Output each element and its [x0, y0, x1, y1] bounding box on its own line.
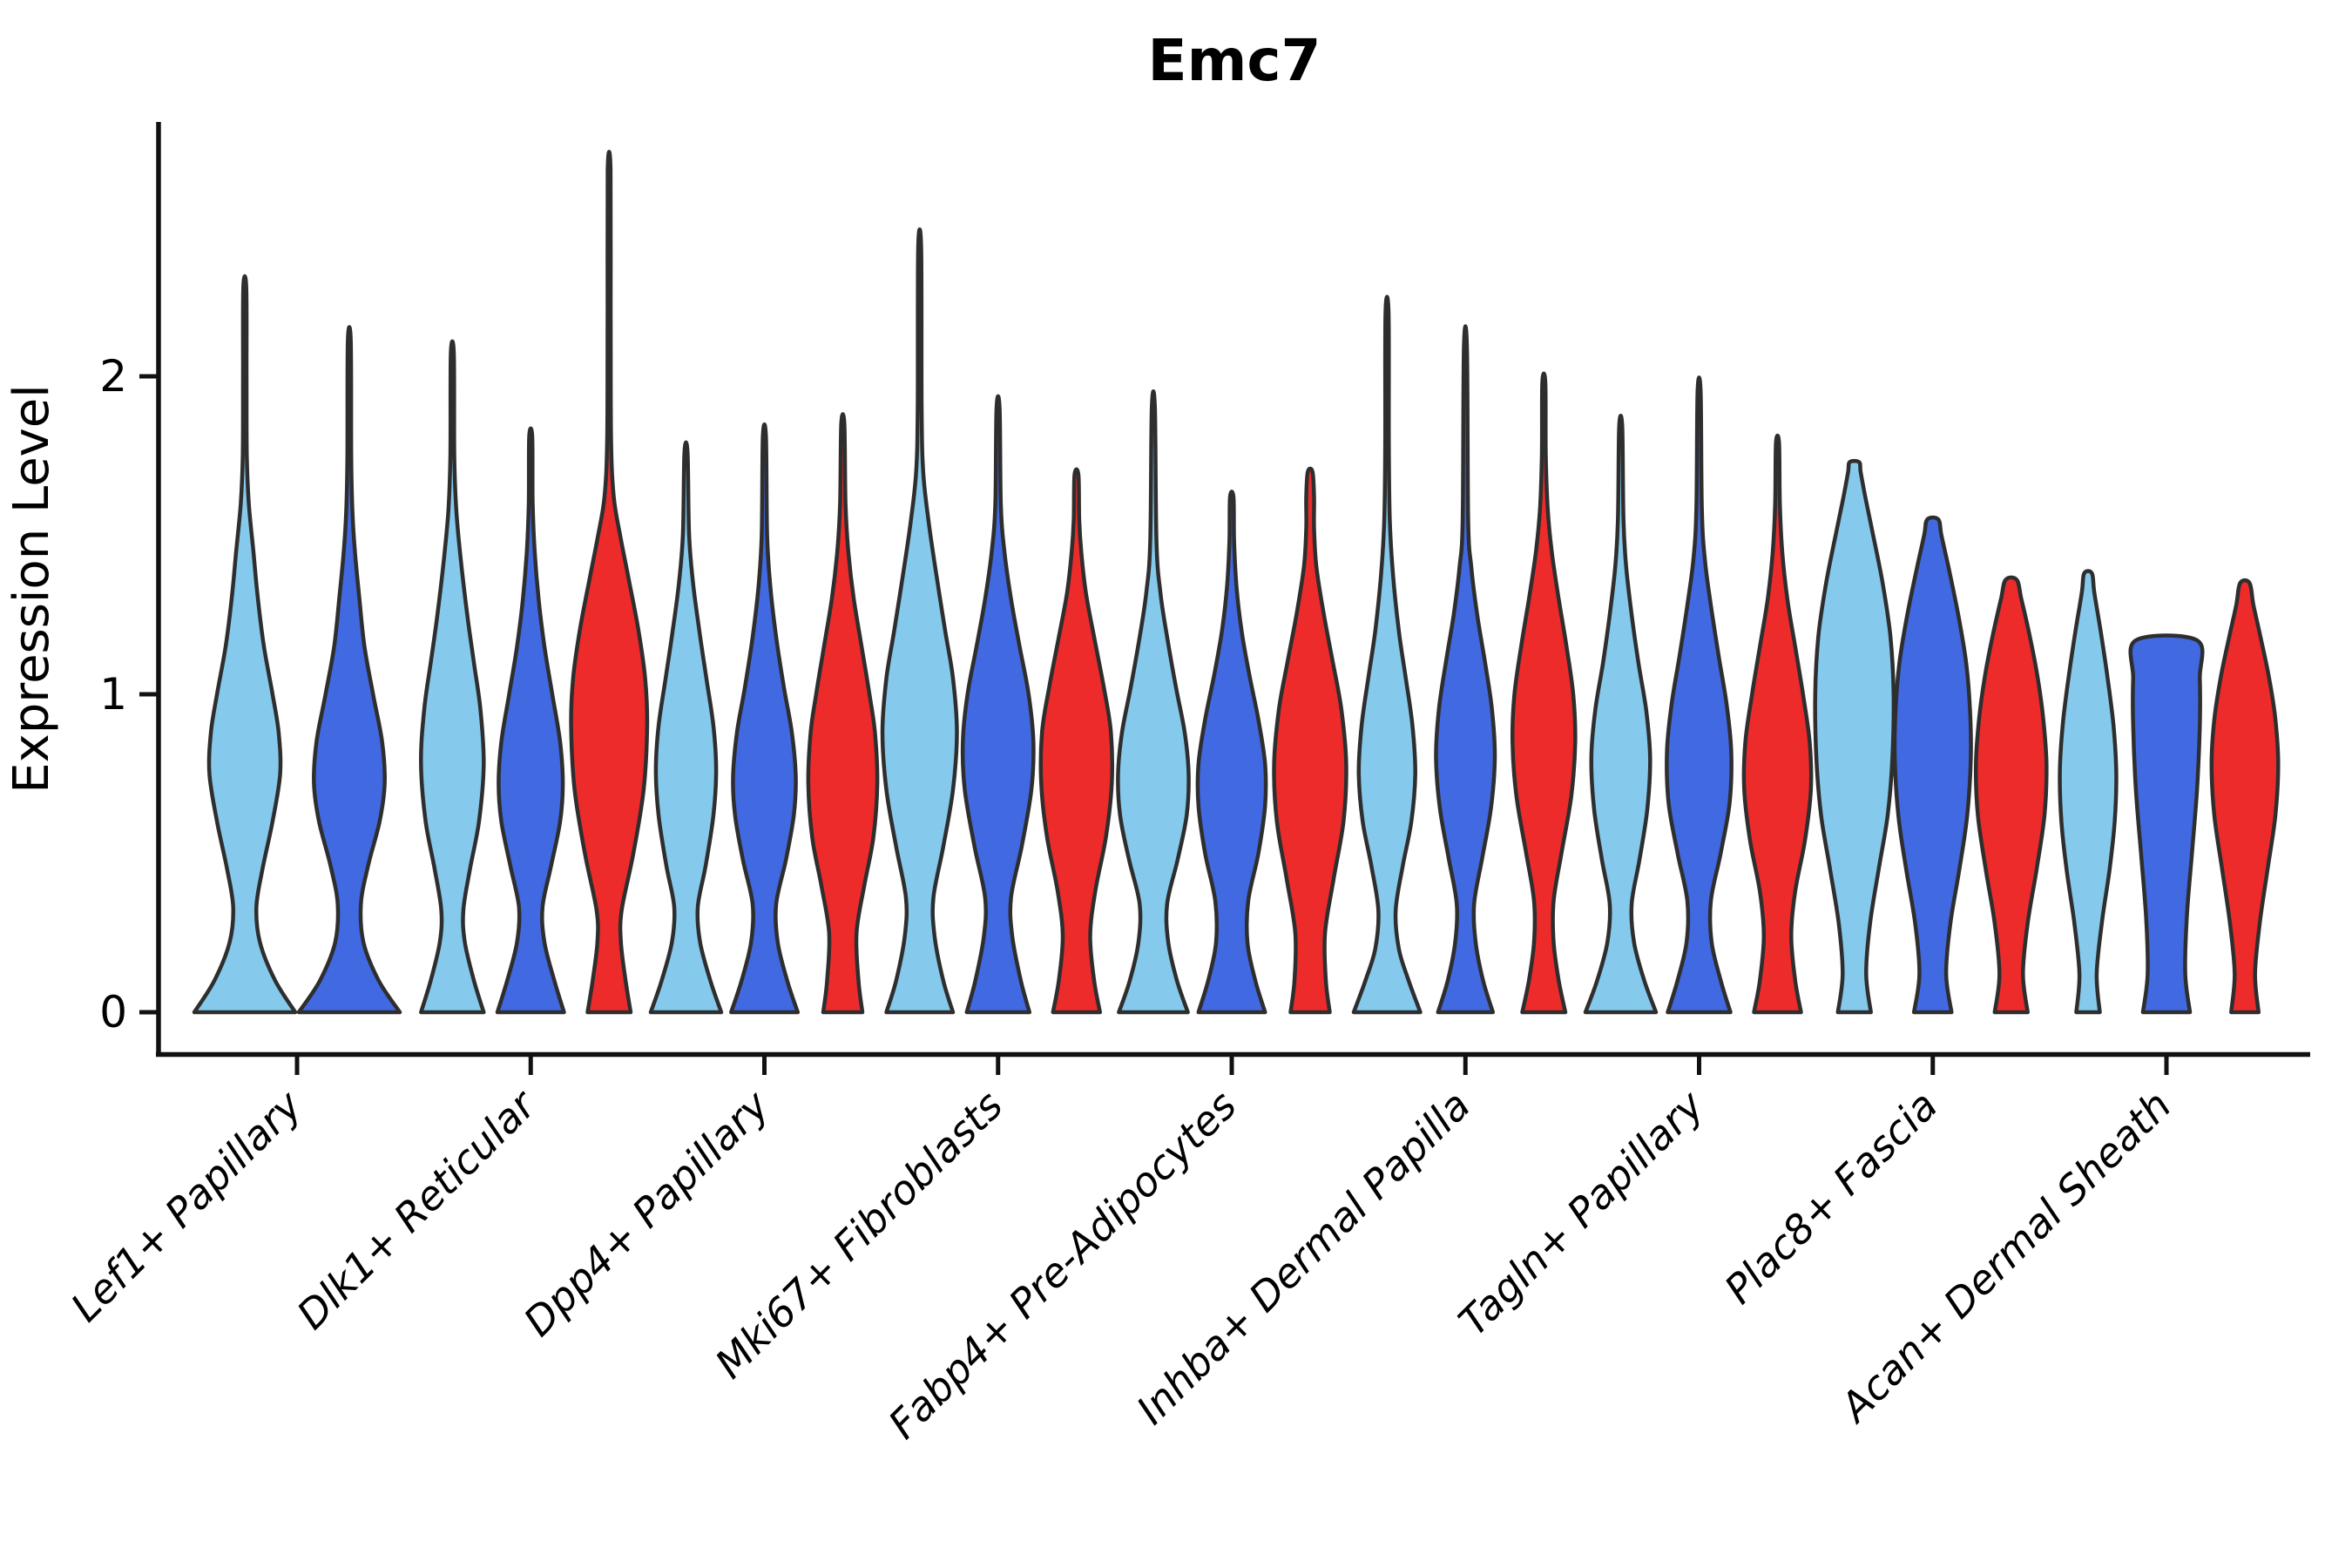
violin-2-light_blue	[648, 440, 724, 1015]
violin-1-red	[569, 150, 650, 1015]
violin-7-light_blue	[1813, 458, 1896, 1015]
x-tick-label: Dlk1+ Reticular	[287, 1079, 546, 1338]
violin-5-dark_blue	[1434, 324, 1497, 1015]
violin-4-red	[1272, 466, 1348, 1015]
violin-7-red	[1973, 575, 2049, 1015]
violin-2-dark_blue	[729, 422, 801, 1015]
violin-6-light_blue	[1583, 413, 1659, 1015]
violins	[192, 150, 2281, 1015]
violin-3-red	[1038, 467, 1115, 1015]
figure-title: Emc7	[1148, 27, 1321, 94]
violin-5-red	[1510, 371, 1578, 1015]
y-tick-label: 1	[99, 669, 127, 720]
violin-8-dark_blue	[2128, 633, 2205, 1015]
violin-6-red	[1741, 433, 1814, 1015]
y-axis-label: Expression Level	[3, 384, 60, 794]
x-tick-label: Plac8+ Fascia	[1715, 1082, 1946, 1313]
x-tick-label: Tagln+ Papillary	[1450, 1081, 1713, 1345]
violin-0-dark_blue	[296, 325, 402, 1015]
violin-8-red	[2209, 578, 2281, 1015]
violin-1-light_blue	[419, 339, 486, 1015]
violin-2-red	[806, 412, 880, 1015]
violin-4-dark_blue	[1195, 490, 1268, 1015]
violin-0-light_blue	[192, 274, 298, 1015]
violin-5-light_blue	[1351, 294, 1423, 1015]
violin-3-light_blue	[880, 226, 959, 1015]
violin-7-dark_blue	[1892, 515, 1973, 1015]
y-tick-label: 2	[99, 351, 127, 402]
y-tick-label: 0	[99, 987, 127, 1037]
y-axis-ticks: 0 1 2	[99, 351, 159, 1037]
violin-8-light_blue	[2058, 569, 2119, 1015]
violin-3-dark_blue	[960, 394, 1036, 1015]
x-tick-label: Dpp4+ Papillary	[515, 1081, 779, 1345]
violin-4-light_blue	[1116, 389, 1191, 1015]
x-tick-label: Lef1+ Papillary	[62, 1081, 311, 1330]
violin-6-dark_blue	[1665, 375, 1734, 1015]
violin-1-dark_blue	[495, 426, 566, 1015]
